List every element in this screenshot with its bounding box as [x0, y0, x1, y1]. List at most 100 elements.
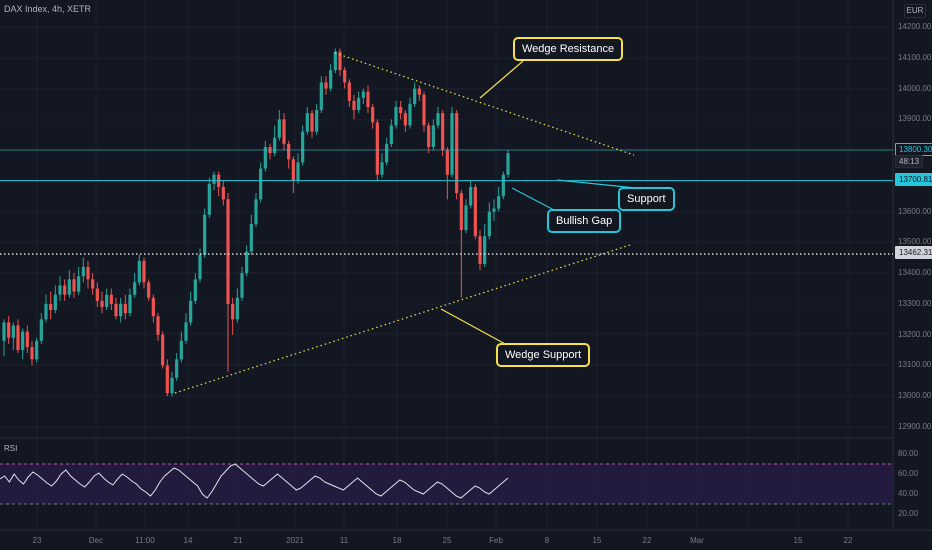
bullish-gap-pointer: [511, 187, 557, 212]
candle-body: [226, 199, 230, 304]
candle-body: [282, 119, 286, 144]
candle-body: [273, 137, 277, 154]
candle-body: [25, 331, 29, 347]
price-axis-tick: 13000.00: [898, 391, 932, 401]
candle-body: [203, 214, 207, 255]
rsi-axis-tick: 80.00: [898, 449, 919, 458]
rsi-band: [0, 464, 893, 504]
price-tag: 13700.818: [895, 173, 932, 186]
candle-body: [44, 303, 48, 320]
candle-body: [11, 325, 15, 338]
time-axis-tick: 8: [544, 536, 550, 545]
price-axis-tick: 14000.00: [898, 83, 932, 93]
time-axis-tick: 21: [233, 536, 243, 545]
wedge-support-callout[interactable]: Wedge Support: [496, 343, 591, 367]
candle-body: [389, 125, 393, 144]
candle-body: [445, 150, 449, 175]
rsi-axis-tick: 20.00: [898, 509, 919, 518]
price-axis-tick: 13500.00: [898, 237, 932, 247]
rsi-label[interactable]: RSI: [4, 444, 18, 453]
candle-body: [235, 297, 239, 320]
candle-body: [147, 282, 151, 298]
candle-body: [7, 322, 11, 338]
candle-body: [35, 340, 39, 360]
time-axis-tick: Feb: [489, 536, 503, 545]
rsi-line: [0, 463, 509, 499]
candle-body: [441, 113, 445, 151]
candle-body: [151, 297, 155, 317]
wedge-support-pointer: [440, 308, 508, 346]
candle-body: [497, 196, 501, 209]
price-axis-tick: 12900.00: [898, 422, 932, 431]
candle-body: [422, 94, 426, 126]
candle-body: [366, 91, 370, 107]
price-axis-tick: 13100.00: [898, 360, 932, 370]
wedge-support-line[interactable]: [174, 244, 631, 394]
candle-body: [249, 223, 253, 252]
candle-body: [114, 303, 118, 317]
candle-body: [198, 254, 202, 280]
price-axis-tick: 14200.00: [898, 22, 932, 31]
time-axis-tick: 2021: [286, 536, 304, 545]
candle-body: [16, 325, 20, 351]
candle-body: [105, 294, 109, 307]
candle-body: [119, 303, 123, 317]
candle-body: [21, 331, 25, 351]
candle-body: [137, 260, 141, 283]
wedge-resistance-callout[interactable]: Wedge Resistance: [513, 37, 624, 61]
candle-body: [385, 143, 389, 163]
rsi-axis-tick: 60.00: [898, 469, 919, 478]
candle-body: [95, 288, 99, 301]
candle-body: [142, 260, 146, 283]
price-axis-tick: 13600.00: [898, 206, 932, 216]
candle-body: [310, 113, 314, 132]
time-axis-tick: 23: [32, 536, 42, 545]
candle-body: [193, 279, 197, 301]
candle-body: [483, 236, 487, 264]
candle-body: [324, 82, 328, 89]
candle-body: [431, 125, 435, 147]
candle-body: [109, 294, 113, 304]
candle-body: [380, 162, 384, 175]
candle-body: [315, 110, 319, 132]
candle-body: [352, 100, 356, 111]
candle-body: [361, 91, 365, 98]
price-axis-tick: 13300.00: [898, 298, 932, 308]
time-axis-tick: 14: [183, 536, 193, 545]
candle-body: [207, 183, 211, 215]
candle-body: [184, 322, 188, 341]
candle-body: [39, 319, 43, 341]
candle-body: [81, 267, 85, 277]
candle-body: [231, 303, 235, 320]
candle-body: [469, 187, 473, 206]
candle-body: [473, 187, 477, 237]
candle-body: [436, 113, 440, 126]
candle-body: [287, 143, 291, 160]
candle-body: [329, 70, 333, 89]
candle-body: [455, 113, 459, 194]
candle-body: [72, 279, 76, 292]
candle-body: [450, 113, 454, 175]
candle-body: [212, 174, 216, 184]
wedge-resistance-line[interactable]: [334, 52, 635, 156]
candle-body: [427, 125, 431, 147]
currency-button[interactable]: EUR: [904, 4, 926, 18]
candle-body: [459, 193, 463, 231]
candle-body: [133, 282, 137, 295]
candle-body: [165, 365, 169, 394]
price-tag: 48:13: [895, 155, 924, 168]
price-axis-tick: 13400.00: [898, 268, 932, 278]
support-callout[interactable]: Support: [618, 187, 675, 211]
time-axis-tick: 22: [642, 536, 652, 545]
bullish-gap-callout[interactable]: Bullish Gap: [547, 209, 622, 233]
symbol-title[interactable]: DAX Index, 4h, XETR: [4, 4, 92, 14]
candle-body: [2, 322, 6, 341]
candle-body: [464, 205, 468, 231]
candle-body: [333, 51, 337, 71]
time-axis-tick: 11:00: [135, 536, 155, 545]
time-axis-tick: 15: [592, 536, 602, 545]
time-axis-tick: 25: [442, 536, 452, 545]
candle-body: [357, 97, 361, 111]
candle-body: [67, 279, 71, 295]
